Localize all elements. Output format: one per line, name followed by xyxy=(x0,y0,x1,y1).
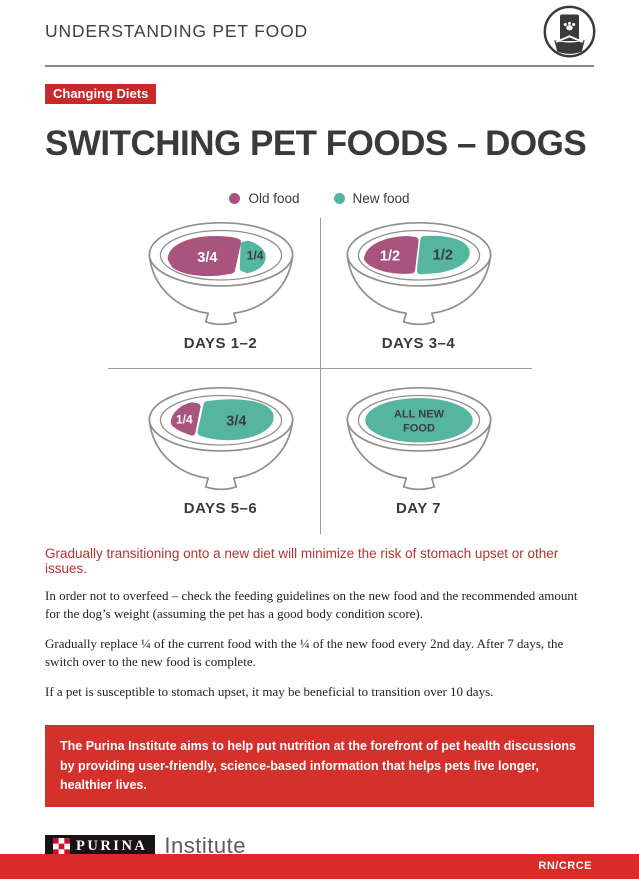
bowl-label-days-5-6: DAYS 5–6 xyxy=(183,500,258,517)
bowl-day-7: ALL NEW FOOD DAY 7 xyxy=(320,368,518,520)
page-header: UNDERSTANDING PET FOOD xyxy=(45,0,596,61)
legend-label-new: New food xyxy=(352,191,410,206)
bowl-days-1-2: 3/4 1/4 DAYS 1–2 xyxy=(122,216,320,368)
fraction-old-days-3-4: 1/2 xyxy=(379,248,399,264)
pet-food-bag-bowl-icon xyxy=(543,5,596,58)
lead-sentence: Gradually transitioning onto a new diet … xyxy=(45,546,559,576)
page-title: SWITCHING PET FOODS – DOGS xyxy=(45,124,587,163)
bowl-label-day-7: DAY 7 xyxy=(395,500,442,517)
new-food-dot-icon xyxy=(333,193,345,204)
legend-label-old: Old food xyxy=(248,191,300,206)
bowl-icon-day-7: ALL NEW FOOD xyxy=(345,386,491,491)
bowl-label-days-1-2: DAYS 1–2 xyxy=(183,335,258,352)
paragraph-susceptible: If a pet is susceptible to stomach upset… xyxy=(45,683,494,699)
purina-brand-text: PURINA xyxy=(76,837,148,854)
section-badge: Changing Diets xyxy=(45,84,157,104)
footer-code: RN/CRCE xyxy=(538,860,592,872)
purina-wordmark: PURINA xyxy=(45,834,156,858)
header-divider xyxy=(45,65,594,67)
bowl-days-3-4: 1/2 1/2 DAYS 3–4 xyxy=(320,216,518,368)
bowl-icon-days-1-2: 3/4 1/4 xyxy=(148,221,293,326)
fraction-new-days-1-2: 1/4 xyxy=(246,249,263,263)
fraction-new-days-3-4: 1/2 xyxy=(432,248,452,264)
body-text: In order not to overfeed – check the fee… xyxy=(45,587,594,701)
legend-item-new-food: New food xyxy=(333,191,410,206)
bowl-icon-days-5-6: 1/4 3/4 xyxy=(148,386,293,491)
transition-diagram: 3/4 1/4 DAYS 1–2 1/2 1/2 xyxy=(107,216,532,534)
header-title: UNDERSTANDING PET FOOD xyxy=(45,21,308,41)
bowl-label-days-3-4: DAYS 3–4 xyxy=(381,335,456,352)
bowl-days-5-6: 1/4 3/4 DAYS 5–6 xyxy=(122,368,320,520)
fraction-old-days-5-6: 1/4 xyxy=(176,413,193,427)
purina-institute-callout: The Purina Institute aims to help put nu… xyxy=(45,725,594,808)
fraction-old-days-1-2: 3/4 xyxy=(197,250,217,266)
purina-checkerboard-icon xyxy=(53,837,70,855)
paragraph-replace: Gradually replace ¼ of the current food … xyxy=(45,635,564,670)
legend: Old food New food xyxy=(45,191,594,206)
fraction-new-days-5-6: 3/4 xyxy=(226,413,246,429)
all-new-food-line2: FOOD xyxy=(402,422,434,434)
diagram-horizontal-divider xyxy=(107,368,532,369)
diagram-vertical-divider xyxy=(319,218,321,534)
legend-item-old-food: Old food xyxy=(229,191,300,206)
all-new-food-line1: ALL NEW xyxy=(393,409,444,421)
paragraph-overfeed: In order not to overfeed – check the fee… xyxy=(45,588,578,622)
bowl-icon-days-3-4: 1/2 1/2 xyxy=(345,221,491,326)
old-food-dot-icon xyxy=(229,193,241,204)
footer-bar: RN/CRCE xyxy=(0,854,639,879)
